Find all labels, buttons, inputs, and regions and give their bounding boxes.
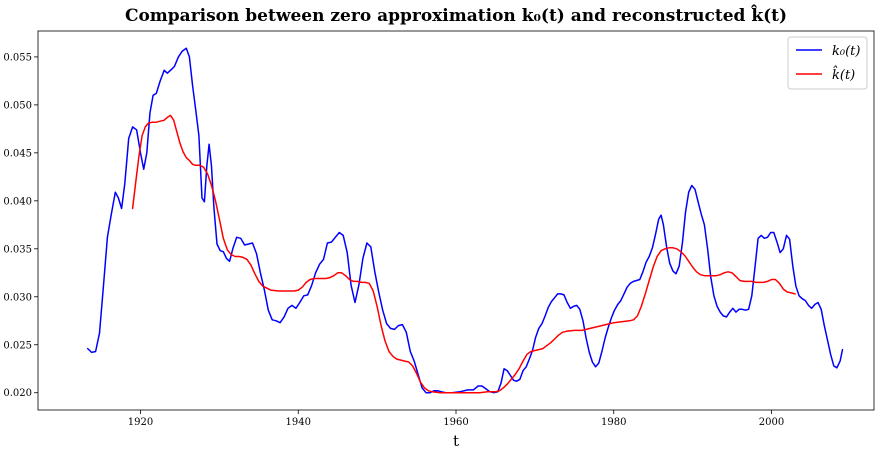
plot-background — [38, 31, 874, 410]
y-tick-label: 0.040 — [3, 196, 32, 207]
x-axis-label: t — [453, 432, 459, 450]
x-tick-label: 1940 — [286, 417, 311, 428]
y-tick-label: 0.030 — [3, 292, 32, 303]
legend-label-khat: k̂(t) — [832, 65, 855, 83]
y-tick-label: 0.045 — [3, 148, 32, 159]
y-tick-label: 0.020 — [3, 388, 32, 399]
series-line-0 — [86, 47, 844, 394]
series-line-1 — [131, 114, 796, 394]
x-tick-label: 1980 — [601, 417, 626, 428]
x-tick-label: 2000 — [759, 417, 784, 428]
y-tick-label: 0.035 — [3, 244, 32, 255]
x-tick-label: 1920 — [128, 417, 153, 428]
y-tick-label: 0.050 — [3, 100, 32, 111]
x-tick-label: 1960 — [443, 417, 468, 428]
legend-label-k0: k₀(t) — [832, 44, 860, 59]
y-tick-label: 0.055 — [3, 52, 32, 63]
y-axis: 0.020 0.025 0.030 0.035 0.040 0.045 0.050 0.055 — [3, 52, 38, 399]
y-tick-label: 0.025 — [3, 340, 32, 351]
x-axis: 1920 1940 1960 1980 2000 — [128, 410, 784, 428]
legend: k₀(t) k̂(t) — [787, 36, 868, 90]
series-layer — [86, 47, 844, 394]
chart-title: Comparison between zero approximation k₀… — [125, 5, 787, 26]
